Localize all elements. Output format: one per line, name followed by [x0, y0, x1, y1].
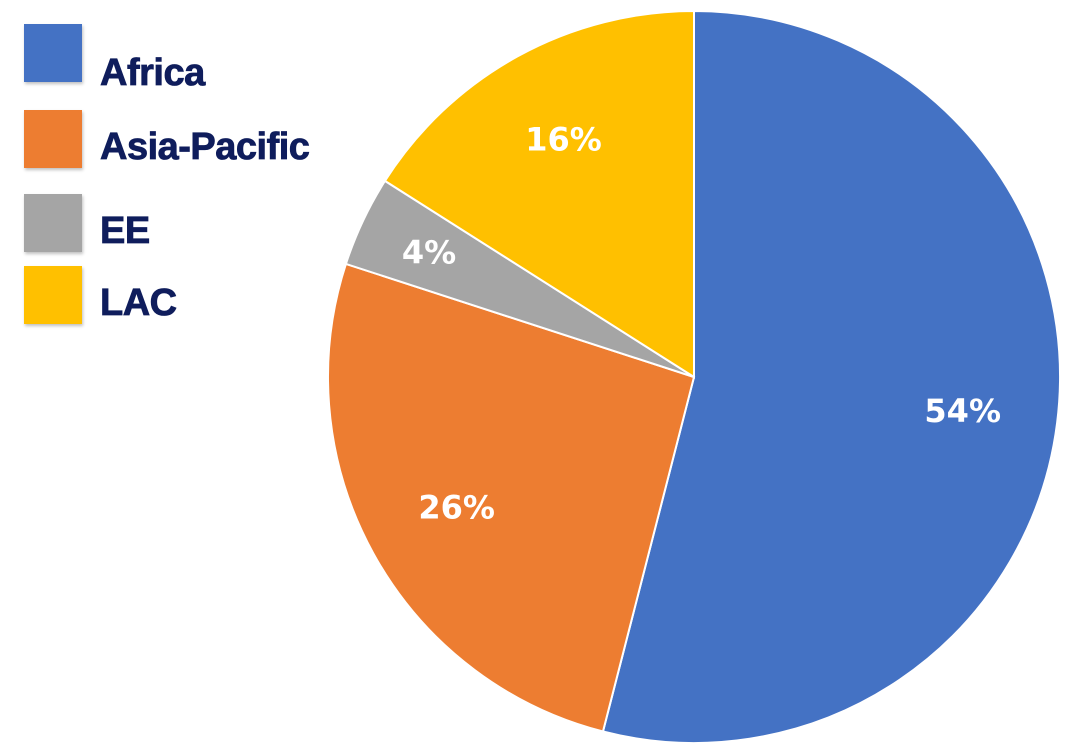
pie-slice-africa — [601, 9, 1061, 744]
legend-item-ee: EE — [24, 194, 364, 254]
legend-swatch-africa — [24, 24, 82, 82]
pie-slice-asia-pacific — [327, 262, 696, 733]
legend-swatch-ee — [24, 194, 82, 252]
legend-item-asia-pacific: Asia-Pacific — [24, 110, 364, 170]
legend-swatch-lac — [24, 266, 82, 324]
data-label-lac: 16% — [525, 121, 602, 159]
pie-slice-lac — [383, 9, 695, 379]
legend: Africa Asia-Pacific EE LAC — [24, 24, 364, 344]
legend-item-africa: Africa — [24, 24, 364, 94]
legend-swatch-asia-pacific — [24, 110, 82, 168]
data-label-asia-pacific: 26% — [418, 488, 495, 526]
legend-label-ee: EE — [100, 210, 151, 253]
legend-item-lac: LAC — [24, 266, 364, 326]
legend-label-asia-pacific: Asia-Pacific — [100, 126, 311, 169]
pie-data-labels: 54% 26% 4% 16% — [402, 121, 1001, 527]
pie-slices — [327, 9, 1061, 744]
data-label-africa: 54% — [924, 392, 1001, 430]
legend-label-lac: LAC — [100, 282, 178, 325]
data-label-ee: 4% — [402, 233, 456, 271]
legend-label-africa: Africa — [100, 52, 206, 95]
